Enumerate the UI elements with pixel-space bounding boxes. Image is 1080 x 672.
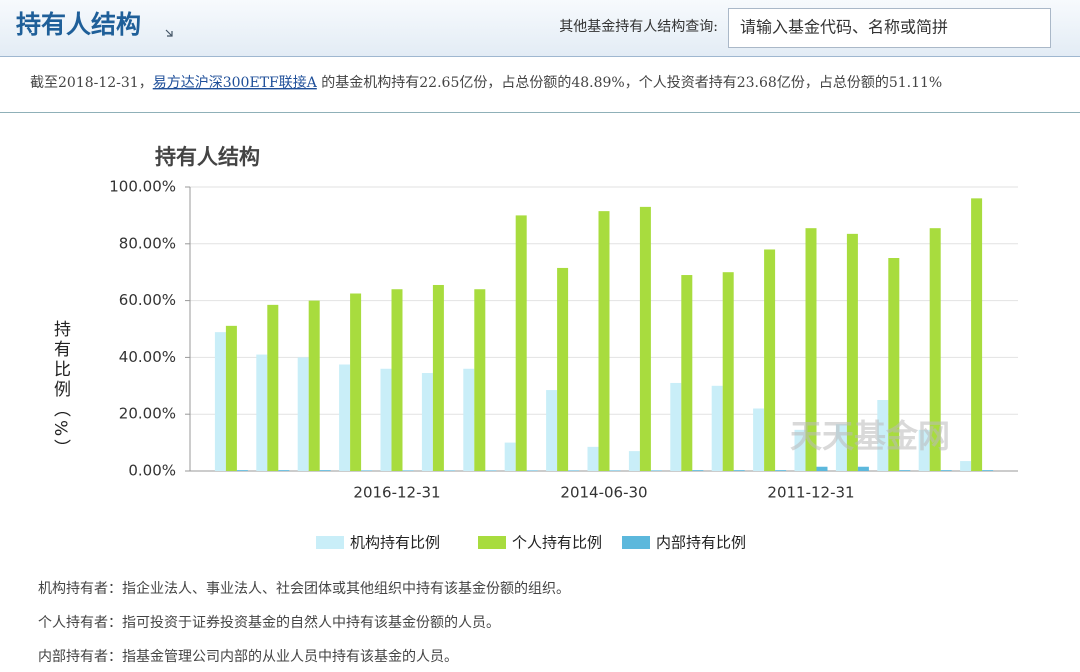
bar	[568, 470, 580, 471]
bar	[940, 470, 952, 471]
bar	[857, 466, 869, 471]
bar	[391, 289, 403, 471]
bar	[692, 470, 704, 471]
bar	[846, 233, 858, 471]
bar	[929, 228, 941, 471]
bar	[639, 206, 651, 471]
bar	[899, 470, 911, 471]
bar	[835, 424, 847, 471]
summary-text: 的基金机构持有22.65亿份，占总份额的48.89%，个人投资者持有23.68亿…	[317, 74, 942, 91]
bar	[485, 470, 497, 471]
y-tick-label: 80.00%	[119, 234, 176, 252]
bar	[764, 249, 776, 471]
bar	[443, 470, 455, 471]
bar	[515, 215, 527, 471]
definition: 内部持有者：指基金管理公司内部的从业人员中持有该基金的人员。	[38, 648, 458, 665]
header-icon	[165, 29, 173, 37]
bar	[960, 461, 972, 471]
bar	[794, 429, 806, 471]
bar	[225, 325, 237, 471]
definition: 个人持有者：指可投资于证券投资基金的自然人中持有该基金份额的人员。	[38, 614, 500, 631]
y-tick-label: 0.00%	[128, 462, 176, 480]
header-title: 持有人结构	[16, 10, 141, 39]
x-tick-label: 2016-12-31	[353, 484, 440, 502]
definition: 机构持有者：指企业法人、事业法人、社会团体或其他组织中持有该基金份额的组织。	[38, 580, 570, 597]
bar	[775, 470, 787, 471]
bar	[361, 470, 373, 471]
bar	[670, 382, 682, 471]
bar	[628, 451, 640, 471]
bar	[971, 198, 983, 472]
bar	[339, 364, 351, 471]
bar	[278, 470, 290, 471]
bar	[711, 385, 723, 471]
bar	[236, 470, 248, 471]
bar	[432, 284, 444, 471]
bar	[982, 470, 994, 471]
bar	[214, 332, 226, 471]
legend-swatch	[622, 536, 650, 549]
bar	[474, 289, 486, 471]
bar	[918, 429, 930, 471]
bar	[526, 470, 538, 471]
chart: 0.00% 20.00% 40.00% 60.00% 80.00% 100.00% 2016…	[109, 178, 1018, 552]
bar	[319, 470, 331, 471]
bar	[733, 470, 745, 471]
y-tick-label: 100.00%	[109, 178, 176, 196]
legend-label: 个人持有比例	[512, 534, 602, 552]
search-label: 其他基金持有人结构查询:	[559, 18, 718, 35]
x-tick-label: 2011-12-31	[767, 484, 854, 502]
bar	[380, 368, 392, 471]
bar	[609, 470, 621, 471]
bar	[681, 275, 693, 471]
fund-link[interactable]: 易方达沪深300ETF联接A	[153, 74, 318, 91]
bar	[598, 211, 610, 471]
legend-swatch	[316, 536, 344, 549]
y-tick-label: 40.00%	[119, 348, 176, 366]
bar	[308, 300, 320, 471]
bar	[256, 354, 268, 471]
y-tick-label: 20.00%	[119, 405, 176, 423]
search-placeholder: 请输入基金代码、名称或简拼	[740, 18, 948, 37]
summary-prefix: 截至2018-12-31，	[30, 75, 153, 91]
bar	[888, 258, 900, 471]
watermark: 天天基金网	[790, 417, 950, 455]
bar	[587, 446, 599, 471]
bar	[877, 400, 889, 471]
bar	[816, 466, 828, 471]
legend-label: 机构持有比例	[350, 534, 440, 552]
bar	[421, 373, 433, 471]
search-input[interactable]	[728, 8, 1051, 48]
bar	[350, 293, 362, 471]
bar	[650, 470, 662, 471]
y-tick-label: 60.00%	[119, 291, 176, 309]
bar	[546, 390, 558, 471]
bar	[504, 442, 516, 471]
legend-label: 内部持有比例	[656, 534, 746, 552]
bar	[267, 304, 279, 471]
legend-swatch	[478, 536, 506, 549]
bar	[463, 368, 475, 471]
definitions: 机构持有者：指企业法人、事业法人、社会团体或其他组织中持有该基金份额的组织。个人…	[38, 580, 570, 665]
bar	[753, 408, 765, 471]
y-axis-label: 持有比例（%）	[50, 320, 71, 459]
bar	[402, 470, 414, 471]
summary: 截至2018-12-31，易方达沪深300ETF联接A 的基金机构持有22.65…	[30, 74, 942, 91]
bar	[557, 267, 569, 471]
bar	[722, 272, 734, 471]
x-tick-label: 2014-06-30	[560, 484, 647, 502]
chart-title: 持有人结构	[155, 145, 260, 169]
bar	[805, 228, 817, 471]
bar	[297, 357, 309, 471]
